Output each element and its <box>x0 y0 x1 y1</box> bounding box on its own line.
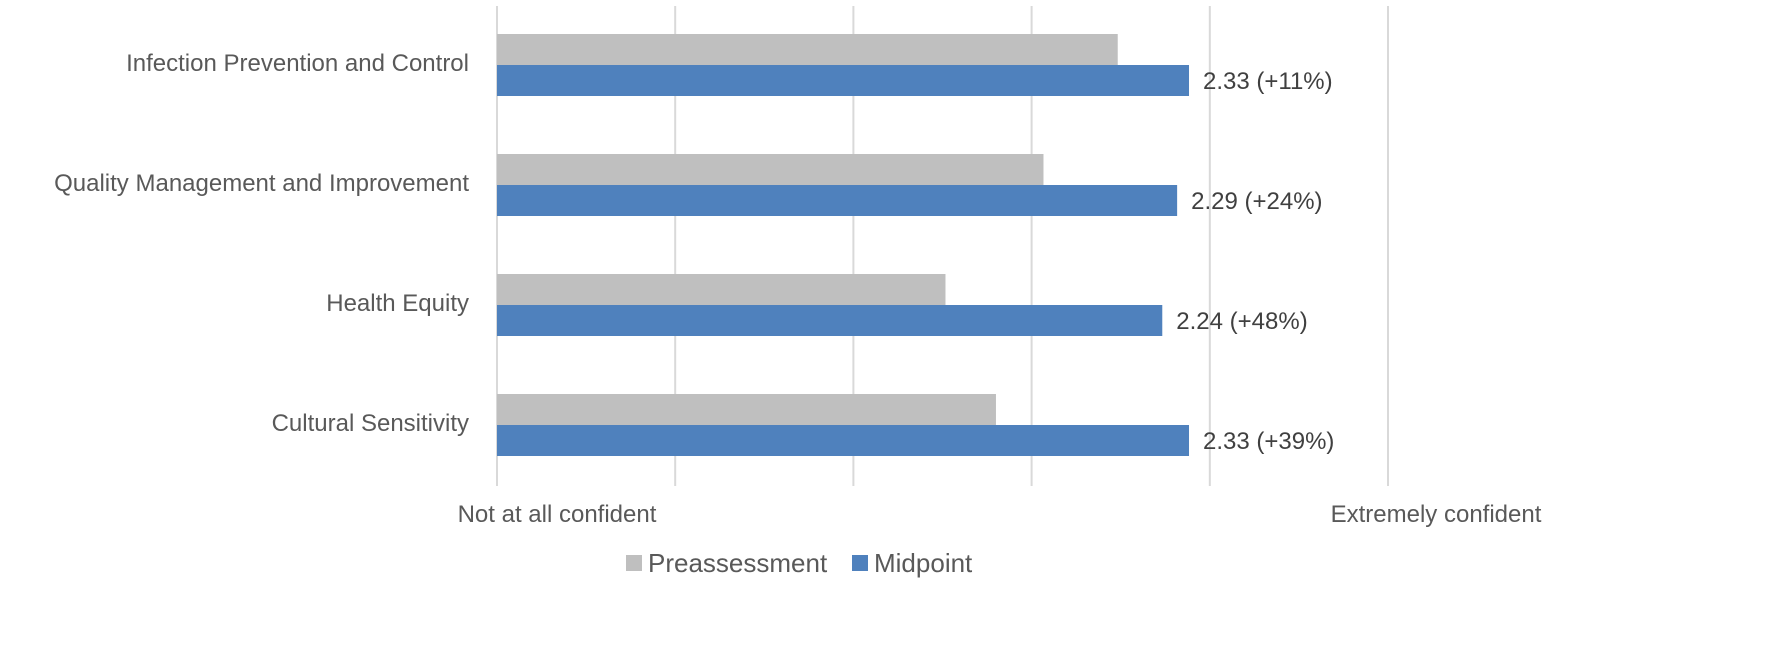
legend: Preassessment Midpoint <box>626 548 973 578</box>
category-label: Cultural Sensitivity <box>272 410 469 437</box>
category-label: Infection Prevention and Control <box>126 50 469 77</box>
bar-preassessment <box>497 394 996 425</box>
data-label: 2.24 (+48%) <box>1176 308 1307 335</box>
bar-preassessment <box>497 154 1044 185</box>
bars <box>497 34 1190 456</box>
bar-midpoint <box>497 65 1190 96</box>
x-axis-min-label: Not at all confident <box>458 501 657 528</box>
legend-swatch-midpoint <box>852 555 868 571</box>
data-label: 2.29 (+24%) <box>1191 188 1322 215</box>
legend-label-midpoint: Midpoint <box>874 548 973 578</box>
legend-label-preassessment: Preassessment <box>648 548 828 578</box>
bar-midpoint <box>497 305 1163 336</box>
category-label: Health Equity <box>326 290 469 317</box>
x-axis-max-label: Extremely confident <box>1331 501 1542 528</box>
data-labels: 2.33 (+11%) 2.29 (+24%) 2.24 (+48%) 2.33 (+… <box>1176 68 1334 455</box>
data-label: 2.33 (+11%) <box>1203 68 1333 95</box>
bar-preassessment <box>497 274 946 305</box>
bar-midpoint <box>497 425 1190 456</box>
data-label: 2.33 (+39%) <box>1203 428 1334 455</box>
category-label: Quality Management and Improvement <box>54 170 469 197</box>
category-labels: Infection Prevention and Control Quality … <box>54 50 469 437</box>
bar-preassessment <box>497 34 1118 65</box>
bar-midpoint <box>497 185 1178 216</box>
legend-swatch-preassessment <box>626 555 642 571</box>
